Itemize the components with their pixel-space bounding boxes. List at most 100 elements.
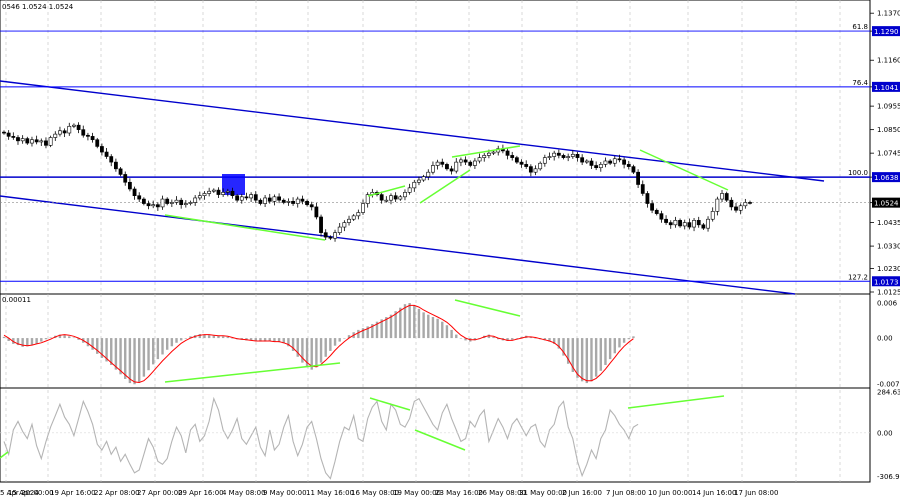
cci-line (3, 396, 639, 480)
macd-divergence-line (164, 362, 341, 383)
macd-histogram-bar (380, 319, 383, 339)
macd-histogram-bar (333, 338, 337, 346)
macd-histogram-bar (436, 318, 439, 339)
candle-body (286, 201, 291, 203)
macd-histogram-bar (254, 338, 257, 341)
candle-body (626, 164, 631, 167)
candle-body (20, 138, 25, 142)
macd-histogram-bar (105, 338, 108, 362)
macd-histogram-bar (16, 338, 20, 346)
candle-body (393, 195, 398, 200)
candle-body (305, 201, 309, 205)
candle-body (398, 196, 403, 200)
price-panel[interactable]: 61.8 76.4 100.0 127.2 (0, 23, 870, 295)
macd-histogram-bar (30, 338, 34, 346)
macd-histogram-bar (119, 338, 122, 375)
cci-tick-label: 0.00 (877, 429, 893, 437)
candle-body (622, 159, 627, 165)
candle-body (631, 166, 636, 173)
candle-body (207, 190, 212, 194)
macd-histogram-bar (408, 303, 411, 339)
grid-lines (5, 0, 841, 482)
macd-histogram-bar (170, 338, 174, 347)
candle-body (473, 160, 477, 166)
cci-divergence-line (369, 397, 411, 411)
macd-histogram-bar (329, 338, 332, 351)
candle-body (114, 161, 118, 170)
macd-histogram-bar (142, 338, 146, 377)
fib-price-tag: 1.1290 (872, 26, 900, 37)
macd-histogram-bar (165, 338, 169, 350)
macd-histogram-bar (2, 336, 6, 339)
price-tag-bg (872, 26, 900, 37)
macd-histogram-bar (40, 338, 43, 342)
candle-body (151, 204, 156, 207)
candle-body (216, 189, 221, 195)
candle-body (2, 131, 6, 134)
candle-body (165, 198, 170, 204)
candle-body (72, 124, 76, 127)
macd-histogram-bar (203, 334, 206, 339)
cci-panel[interactable] (0, 395, 870, 480)
price-divergence-line (367, 185, 406, 197)
macd-histogram-bar (427, 314, 430, 339)
candle-body (617, 158, 622, 161)
candle-body (524, 164, 529, 167)
macd-histogram-bar (399, 307, 402, 339)
fib-price-tag: 1.0638 (872, 172, 900, 183)
macd-histogram-bar (529, 336, 533, 339)
macd-histogram-bar (450, 329, 453, 339)
candle-body (389, 195, 393, 201)
candle-body (659, 213, 664, 220)
candle-body (62, 130, 67, 134)
macd-histogram-bar (366, 326, 369, 339)
price-tick-label: 1.0435 (877, 219, 900, 227)
macd-histogram-bar (590, 338, 593, 382)
x-axis-label: 26 May 08:00 (478, 489, 526, 497)
price-divergence-line (639, 149, 729, 191)
cci-tick-label: 284.6313 (877, 389, 900, 397)
candle-body (482, 155, 487, 158)
panel-frames (0, 0, 871, 483)
price-tick-label: 1.1370 (877, 10, 900, 18)
macd-histogram-bar (77, 338, 80, 340)
candle-body (347, 218, 351, 223)
candle-body (552, 152, 557, 157)
macd-histogram-bar (296, 338, 299, 357)
macd-histogram-bar (259, 338, 262, 342)
macd-histogram-bar (492, 336, 495, 339)
candle-body (95, 139, 100, 147)
candle-body (645, 193, 650, 204)
candle-body (239, 196, 244, 201)
candle-body (263, 197, 268, 204)
macd-histogram-bar (198, 333, 202, 339)
candle-body (53, 133, 58, 138)
candle-body (197, 195, 202, 199)
candle-body (417, 179, 421, 183)
candle-body (267, 197, 272, 202)
macd-histogram-bar (245, 338, 248, 341)
macd-panel[interactable] (2, 299, 635, 385)
macd-histogram-bar (301, 338, 304, 363)
candle-body (682, 222, 687, 227)
macd-histogram-bar (389, 314, 393, 339)
candle-body (710, 211, 715, 220)
candle-body (528, 166, 533, 173)
cci-panel-frame (0, 387, 871, 483)
candle-body (743, 202, 748, 207)
candle-body (211, 189, 216, 192)
macd-histogram-bar (44, 338, 48, 340)
candle-body (696, 220, 701, 226)
macd-histogram-bar (114, 338, 118, 370)
candle-body (244, 196, 249, 199)
macd-histogram-bar (632, 336, 635, 339)
candle-body (323, 232, 328, 238)
candle-body (342, 222, 347, 228)
x-axis-label: 15 Apr 00:00 (8, 489, 54, 497)
macd-histogram-bar (580, 338, 584, 382)
channel-lower-line (0, 195, 796, 295)
macd-histogram-bar (147, 338, 150, 371)
candle-body (734, 206, 738, 211)
